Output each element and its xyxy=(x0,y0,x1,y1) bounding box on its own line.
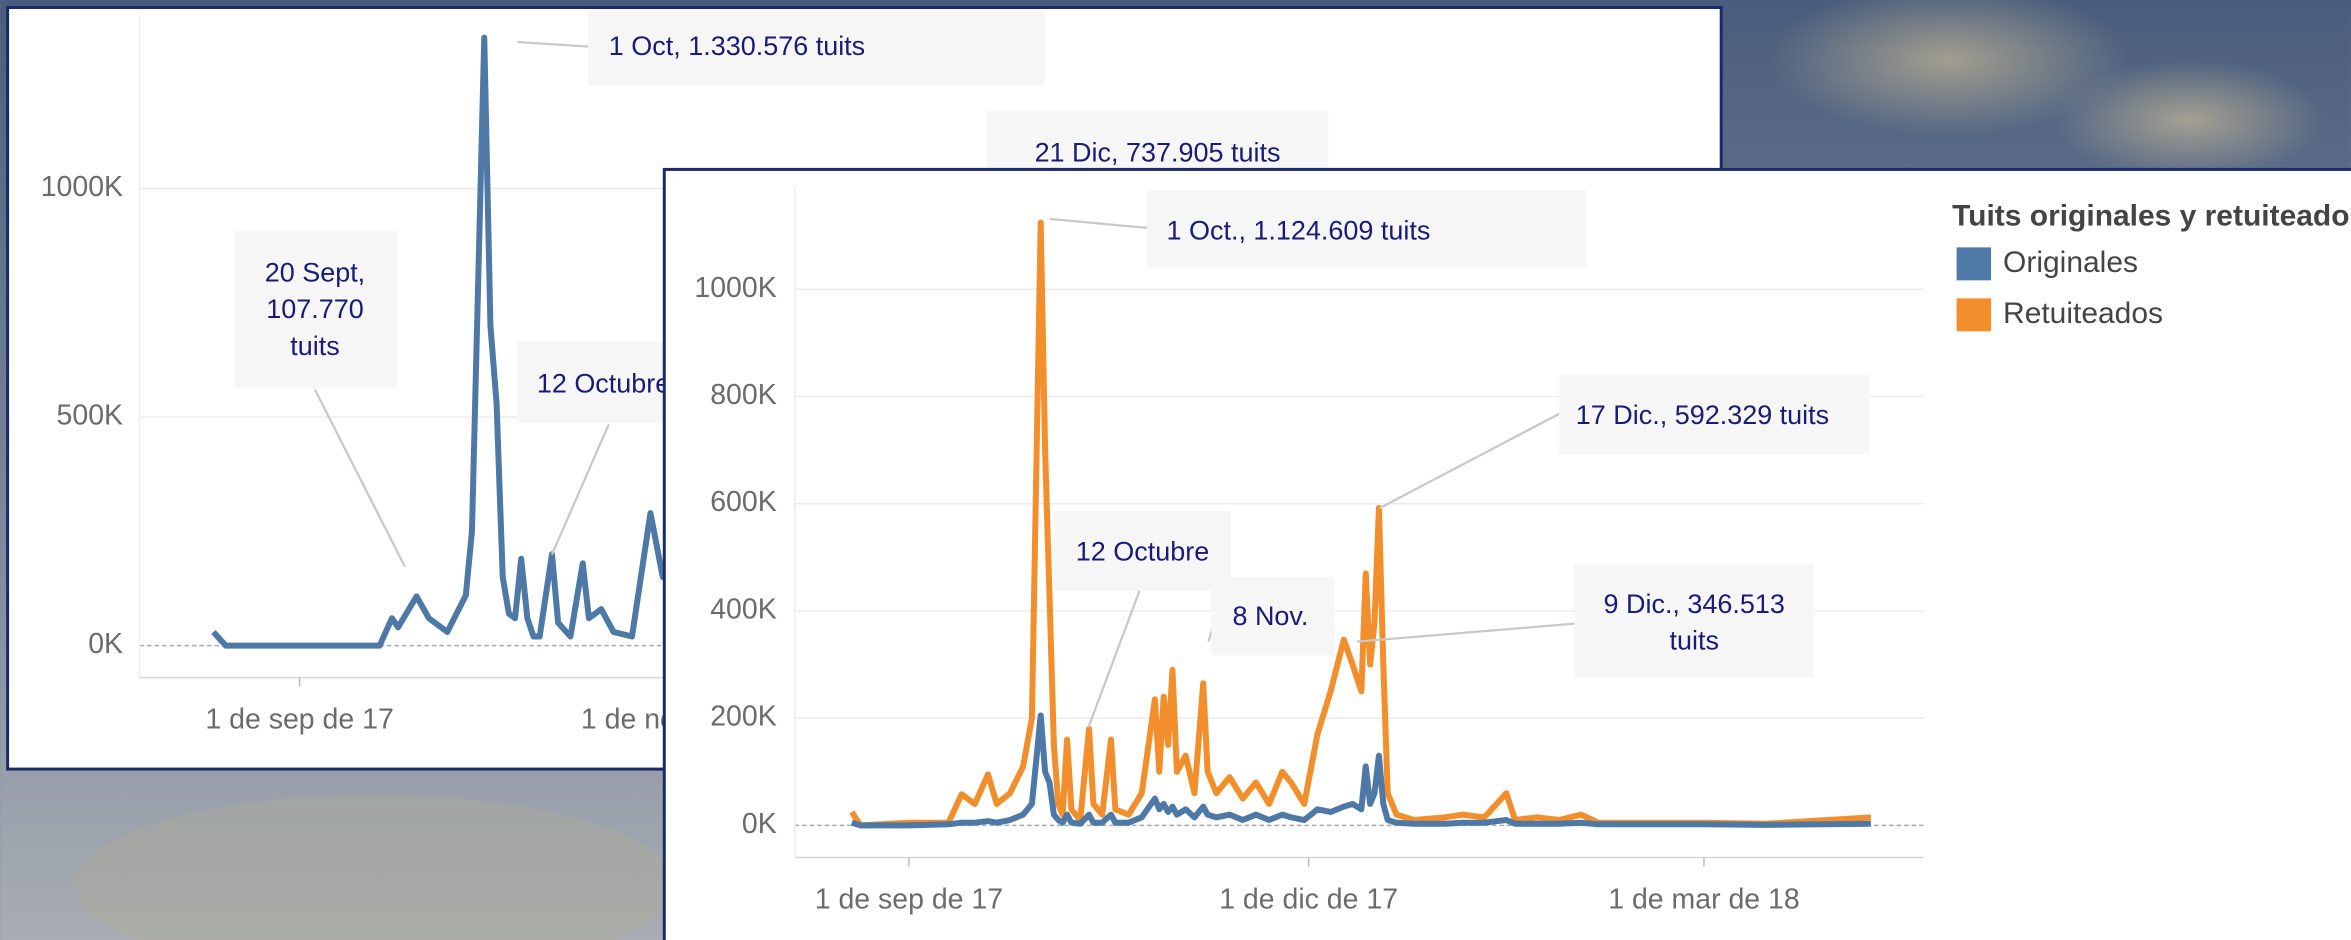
y-tick-label: 800K xyxy=(710,379,777,411)
annotation-leader xyxy=(1378,412,1560,510)
annotation-text: 21 Dic, 737.905 tuits xyxy=(1035,138,1281,168)
legend-title: Tuits originales y retuiteados xyxy=(1952,199,2351,232)
annotation-box xyxy=(1147,190,1587,269)
annotation-text: 12 Octubre xyxy=(1076,536,1209,566)
y-tick-label: 400K xyxy=(710,593,777,625)
y-tick-label: 200K xyxy=(710,701,777,733)
y-tick-label: 1000K xyxy=(694,272,776,304)
annotation-box xyxy=(234,230,398,389)
legend-label: Originales xyxy=(2003,246,2138,279)
annotation-text: 20 Sept, xyxy=(265,257,365,287)
annotation-box xyxy=(1211,577,1335,656)
series-line xyxy=(850,712,1871,829)
annotation-leader xyxy=(517,40,588,48)
y-tick-label: 500K xyxy=(57,400,123,432)
annotation-text: 9 Dic., 346.513 xyxy=(1604,589,1785,619)
annotation-leader xyxy=(1049,217,1148,229)
annotation-box xyxy=(587,10,1046,86)
legend-swatch xyxy=(1956,247,1992,281)
annotation-text: 107.770 xyxy=(266,294,364,324)
x-tick-label: 1 de sep de 17 xyxy=(205,704,393,736)
annotation-box xyxy=(1559,374,1870,455)
annotation-text: 17 Dic., 592.329 tuits xyxy=(1576,400,1829,430)
x-tick-label: 1 de mar de 18 xyxy=(1608,884,1800,916)
annotation-text: 1 Oct, 1.330.576 tuits xyxy=(609,31,865,61)
legend-swatch xyxy=(1956,298,1992,332)
legend-label: Retuiteados xyxy=(2003,297,2163,330)
annotation-leader xyxy=(550,423,610,556)
x-tick-label: 1 de dic de 17 xyxy=(1219,884,1398,916)
annotation-text: tuits xyxy=(1669,626,1718,656)
annotation-box xyxy=(1054,511,1231,591)
annotation-leader xyxy=(313,389,406,568)
map-light xyxy=(1769,0,2129,135)
annotation-text: 1 Oct., 1.124.609 tuits xyxy=(1167,216,1431,246)
y-tick-label: 0K xyxy=(88,628,123,660)
series-line xyxy=(849,219,1872,829)
map-light xyxy=(2054,59,2324,180)
annotation-text: tuits xyxy=(290,331,339,361)
y-tick-label: 1000K xyxy=(41,171,123,203)
y-tick-label: 600K xyxy=(710,486,777,518)
annotation-text: 12 Octubre xyxy=(537,368,670,398)
series-line xyxy=(211,34,702,649)
annotation-leader xyxy=(1087,590,1141,728)
annotation-text: 8 Nov. xyxy=(1232,601,1308,631)
chart-front: 0K 200K 400K 600K 800K 1000K 1 de sep de 17 1 d… xyxy=(662,167,2351,940)
annotation-leader xyxy=(1356,622,1575,643)
background-shape xyxy=(75,794,675,940)
annotation-box xyxy=(1574,563,1815,678)
x-tick-label: 1 de sep de 17 xyxy=(815,884,1003,916)
y-tick-label: 0K xyxy=(742,808,777,840)
chart-panel xyxy=(662,167,2351,940)
